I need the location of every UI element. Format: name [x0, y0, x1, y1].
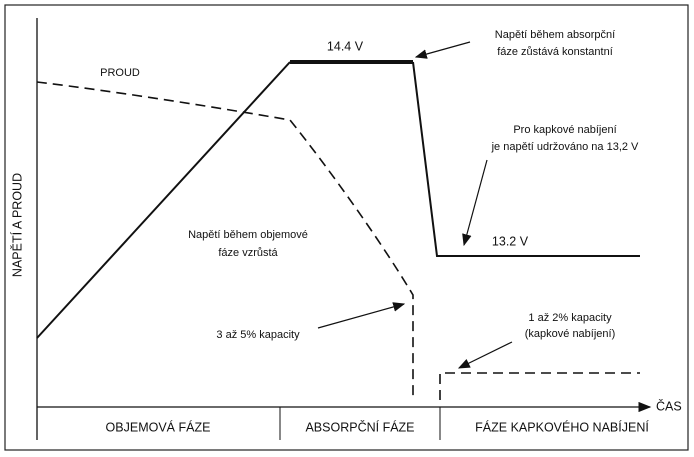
voltage-line: [412, 61, 640, 257]
current-line: [439, 372, 640, 400]
annotation: fáze vzrůstá: [218, 247, 278, 259]
x-axis-label: ČAS: [656, 398, 682, 413]
annotation: fáze zůstává konstantní: [497, 46, 613, 58]
annotation: (kapkové nabíjení): [525, 328, 616, 340]
annotation: 1 až 2% kapacity: [528, 312, 612, 324]
annotation: 3 až 5% kapacity: [216, 329, 300, 341]
annotation: Napětí během absorpční: [495, 29, 615, 41]
y-axis-label: NAPĚTÍ A PROUD: [9, 173, 24, 277]
annotation: Napětí během objemové: [188, 229, 308, 241]
curve-label: 14.4 V: [327, 39, 364, 53]
voltage-line: [36, 61, 291, 339]
phase-label: ABSORPČNÍ FÁZE: [305, 419, 414, 434]
phase-label: FÁZE KAPKOVÉHO NABÍJENÍ: [475, 419, 649, 434]
annotation: je napětí udržováno na 13,2 V: [491, 141, 639, 153]
arrow: [457, 341, 513, 369]
curve-label: PROUD: [100, 67, 140, 79]
frame: [4, 4, 689, 451]
phase-label: OBJEMOVÁ FÁZE: [106, 419, 211, 434]
arrow: [462, 159, 488, 247]
current-line: [36, 81, 414, 400]
annotation: Pro kapkové nabíjení: [513, 124, 616, 136]
curve-label: 13.2 V: [492, 234, 529, 248]
arrow: [414, 41, 471, 59]
arrow: [317, 302, 406, 329]
